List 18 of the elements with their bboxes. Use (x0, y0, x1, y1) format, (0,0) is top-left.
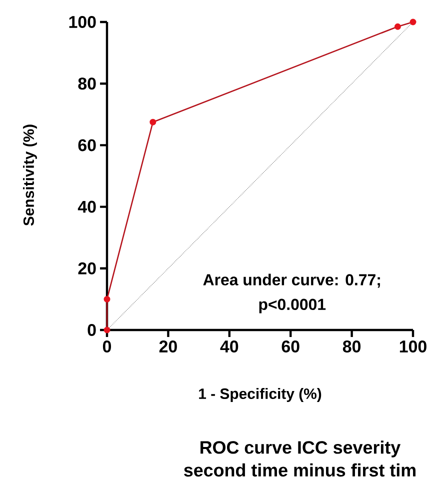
x-axis-title: 1 - Specificity (%) (199, 388, 322, 402)
x-tick-label: 0 (102, 340, 112, 352)
text: second time minus first tim (184, 463, 416, 477)
x-tick-label: 20 (159, 340, 177, 352)
x-tick-label: 80 (342, 340, 361, 352)
y-axis-title: Sensitivity (%) (23, 124, 37, 226)
y-tick-label: 40 (78, 200, 96, 213)
annotation: Area under curve: 0.77; (203, 274, 380, 288)
y-tick-label: 80 (78, 78, 96, 90)
text: ROC curve ICC severity (200, 440, 401, 458)
x-tick-label: 60 (282, 340, 300, 352)
x-tick-label: 100 (400, 340, 426, 352)
y-tick-label: 60 (78, 139, 96, 152)
y-tick-label: 20 (78, 262, 96, 274)
y-tick-label: 0 (88, 324, 96, 336)
x-tick-label: 40 (220, 340, 238, 352)
annotation: p<0.0001 (259, 298, 326, 314)
y-tick-label: 100 (69, 16, 96, 28)
